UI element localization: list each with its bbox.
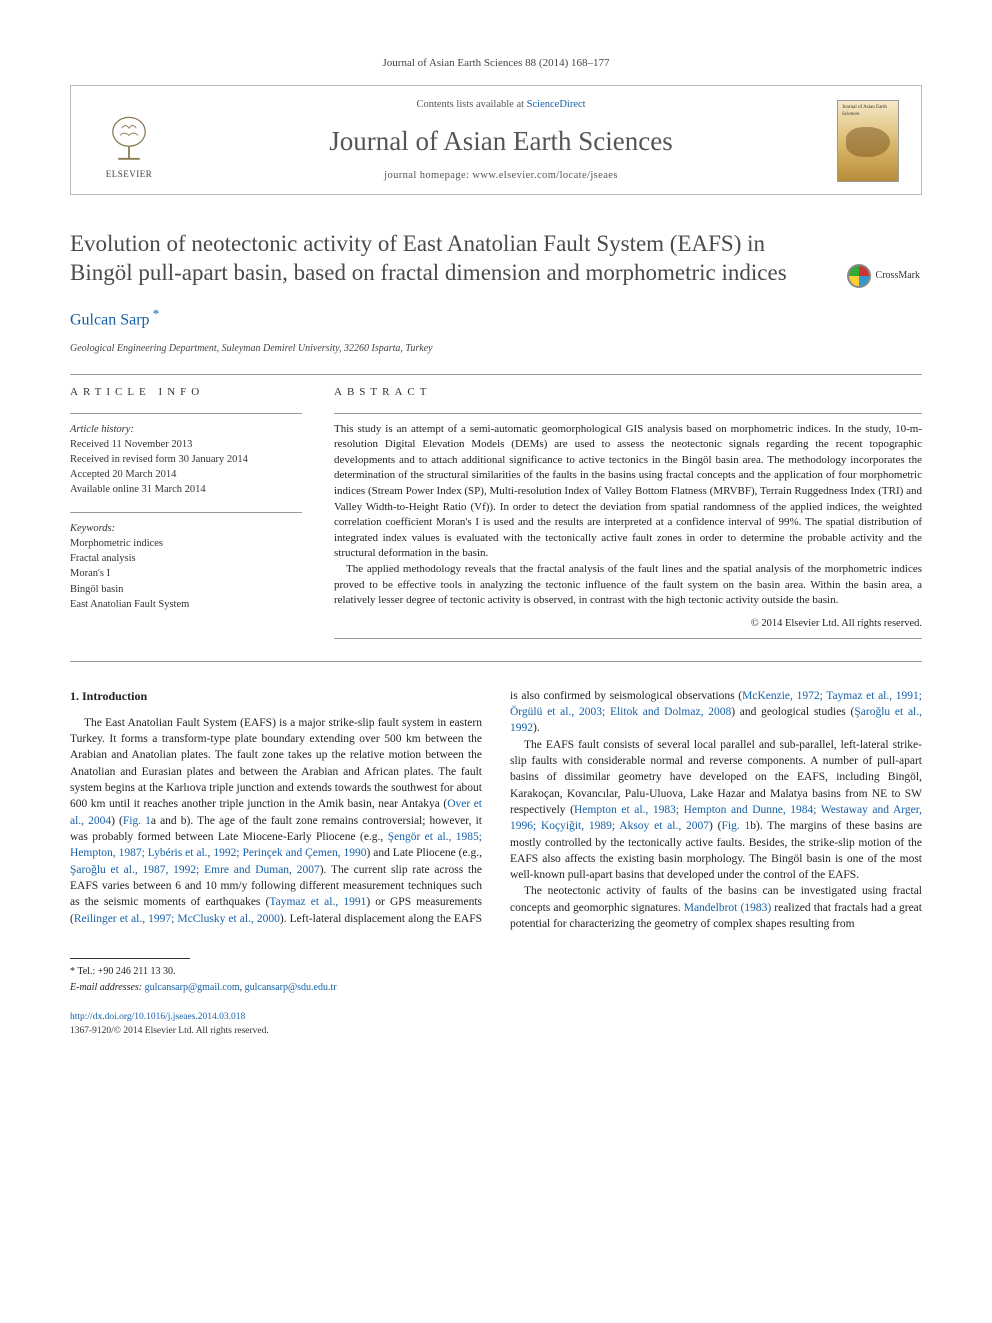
figure-ref[interactable]: Fig. 1 xyxy=(722,820,751,832)
figure-ref[interactable]: Fig. 1 xyxy=(123,815,151,827)
elsevier-logo: ELSEVIER xyxy=(93,101,165,181)
abstract-column: ABSTRACT This study is an attempt of a s… xyxy=(334,385,922,638)
journal-cover-thumb: Journal of Asian Earth Sciences xyxy=(837,100,899,182)
journal-header: ELSEVIER Contents lists available at Sci… xyxy=(70,85,922,194)
article-info-heading: ARTICLE INFO xyxy=(70,385,302,400)
article-history: Article history: Received 11 November 20… xyxy=(70,422,302,498)
citation[interactable]: Şaroğlu et al., 1987, 1992; Emre and Dum… xyxy=(70,864,320,876)
citation[interactable]: Taymaz et al., 1991 xyxy=(269,896,366,908)
contents-available: Contents lists available at ScienceDirec… xyxy=(175,98,827,113)
email-link[interactable]: gulcansarp@gmail.com xyxy=(145,982,240,993)
article-info-column: ARTICLE INFO Article history: Received 1… xyxy=(70,385,302,638)
citation[interactable]: Reilinger et al., 1997; McClusky et al.,… xyxy=(74,913,280,925)
abstract-text: This study is an attempt of a semi-autom… xyxy=(334,422,922,609)
paragraph: The neotectonic activity of faults of th… xyxy=(510,883,922,932)
article-title: Evolution of neotectonic activity of Eas… xyxy=(70,229,922,288)
homepage-url[interactable]: www.elsevier.com/locate/jseaes xyxy=(472,170,617,181)
citation[interactable]: Mandelbrot (1983) xyxy=(684,902,771,914)
telephone: +90 246 211 13 30. xyxy=(98,966,176,977)
author-name[interactable]: Gulcan Sarp xyxy=(70,312,150,329)
copyright: © 2014 Elsevier Ltd. All rights reserved… xyxy=(334,617,922,632)
elsevier-tree-icon xyxy=(102,112,156,166)
publisher-name: ELSEVIER xyxy=(106,168,153,181)
issn-copyright: 1367-9120/© 2014 Elsevier Ltd. All right… xyxy=(70,1025,922,1038)
email-link[interactable]: gulcansarp@sdu.edu.tr xyxy=(245,982,337,993)
corresponding-star-icon: * xyxy=(150,306,160,321)
footnotes: * Tel.: +90 246 211 13 30. E-mail addres… xyxy=(70,958,922,1038)
journal-homepage: journal homepage: www.elsevier.com/locat… xyxy=(175,169,827,184)
doi-link[interactable]: http://dx.doi.org/10.1016/j.jseaes.2014.… xyxy=(70,1011,922,1024)
sciencedirect-link[interactable]: ScienceDirect xyxy=(527,99,586,110)
section-heading-intro: 1. Introduction xyxy=(70,688,482,705)
abstract-heading: ABSTRACT xyxy=(334,385,922,400)
crossmark-badge[interactable]: CrossMark xyxy=(847,264,920,288)
journal-title: Journal of Asian Earth Sciences xyxy=(175,123,827,161)
crossmark-icon xyxy=(847,264,871,288)
authors: Gulcan Sarp * xyxy=(70,305,922,332)
divider xyxy=(70,374,922,375)
affiliation: Geological Engineering Department, Suley… xyxy=(70,342,922,356)
paragraph: The EAFS fault consists of several local… xyxy=(510,737,922,884)
body-text: 1. Introduction The East Anatolian Fault… xyxy=(70,688,922,933)
keywords: Keywords: Morphometric indices Fractal a… xyxy=(70,521,302,612)
running-head: Journal of Asian Earth Sciences 88 (2014… xyxy=(70,56,922,71)
